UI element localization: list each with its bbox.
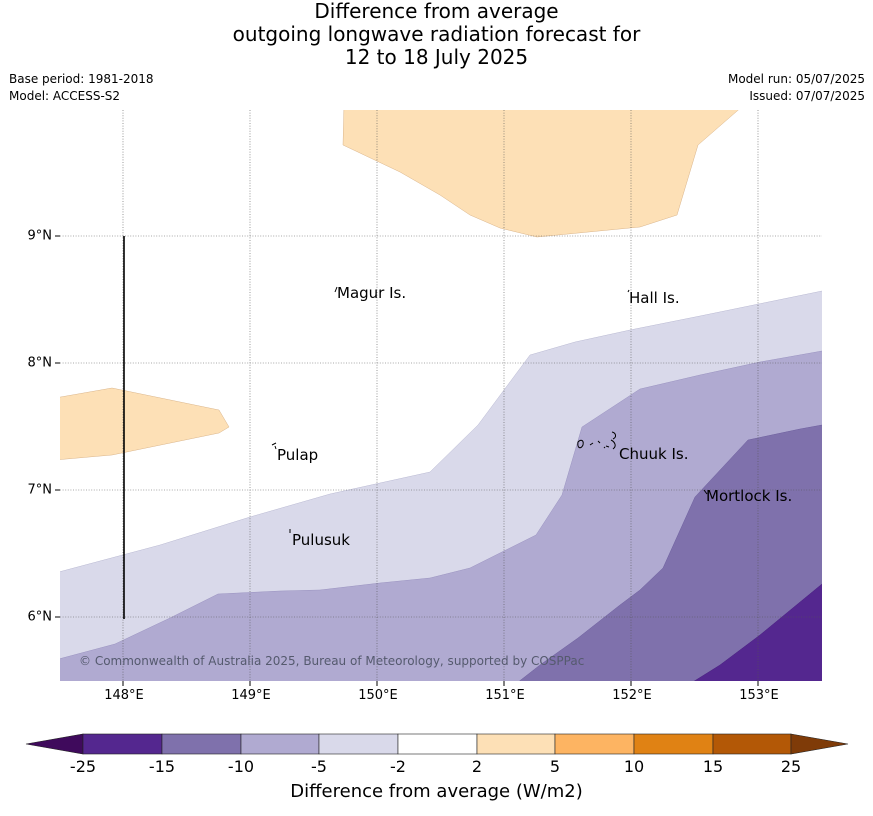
lon-tick-152: 152°E xyxy=(612,688,652,703)
colorbar-tick-10: 10 xyxy=(623,757,645,776)
place-label-pulusuk: Pulusuk xyxy=(292,531,350,549)
colorbar-label: Difference from average (W/m2) xyxy=(290,781,583,802)
tick-marks xyxy=(55,235,759,686)
mortlock-island-shape xyxy=(703,489,708,495)
colorbar-tick-minus25: -25 xyxy=(69,757,97,776)
anomaly-region-minus10-to-minus15 xyxy=(519,424,822,681)
magur-island-shape xyxy=(334,286,338,293)
place-label-chuuk: Chuuk Is. xyxy=(619,445,688,463)
colorbar-tick-15: 15 xyxy=(702,757,724,776)
anomaly-region-2-to-5-north xyxy=(342,110,739,238)
copyright-notice: © Commonwealth of Australia 2025, Bureau… xyxy=(79,654,584,668)
colorbar-segment-15-25 xyxy=(712,733,792,755)
colorbar-segment-5-10 xyxy=(554,733,635,755)
colorbar-segment-minus5-minus2 xyxy=(318,733,399,755)
colorbar-tick-minus5: -5 xyxy=(311,757,327,776)
base-period: Base period: 1981-2018 xyxy=(9,72,154,86)
colorbar-tick-minus2: -2 xyxy=(390,757,406,776)
gridlines xyxy=(60,110,822,681)
lat-tick-7: 7°N xyxy=(27,482,53,498)
colorbar xyxy=(25,733,849,755)
chuuk-island-shape xyxy=(577,431,616,450)
place-label-mortlock: Mortlock Is. xyxy=(706,487,792,505)
title-line-2: outgoing longwave radiation forecast for xyxy=(232,22,641,46)
hall-island-shape xyxy=(627,289,630,293)
place-label-hall: Hall Is. xyxy=(629,289,680,307)
map-area xyxy=(60,110,822,681)
place-label-pulap: Pulap xyxy=(277,446,318,464)
colorbar-segment-minus10-minus5 xyxy=(240,733,320,755)
colorbar-extend-high xyxy=(790,733,849,755)
title-line-3: 12 to 18 July 2025 xyxy=(344,45,529,69)
pulap-island-shape xyxy=(271,442,277,450)
lon-tick-149: 149°E xyxy=(231,688,271,703)
lat-tick-6: 6°N xyxy=(27,609,53,625)
lat-tick-8: 8°N xyxy=(27,355,53,371)
island-markers xyxy=(271,286,708,533)
lon-tick-151: 151°E xyxy=(485,688,525,703)
model-run: Model run: 05/07/2025 xyxy=(727,72,865,86)
model-name: Model: ACCESS-S2 xyxy=(9,89,121,103)
place-label-magur: Magur Is. xyxy=(337,284,406,302)
issued-date: Issued: 07/07/2025 xyxy=(749,89,865,103)
colorbar-segment-minus15-minus10 xyxy=(161,733,242,755)
chart-title: Difference from average outgoing longwav… xyxy=(0,0,873,69)
colorbar-tick-2: 2 xyxy=(471,757,483,776)
title-line-1: Difference from average xyxy=(314,0,559,23)
colorbar-segment-minus25-minus15 xyxy=(82,733,163,755)
colorbar-tick-minus10: -10 xyxy=(227,757,255,776)
lon-tick-148: 148°E xyxy=(104,688,144,703)
colorbar-tick-minus15: -15 xyxy=(148,757,176,776)
lon-tick-150: 150°E xyxy=(358,688,398,703)
colorbar-segment-10-15 xyxy=(633,733,714,755)
meta-right: Model run: 05/07/2025 Issued: 07/07/2025 xyxy=(728,71,865,105)
anomaly-region-2-to-5-west xyxy=(60,387,230,460)
colorbar-segment-2-5 xyxy=(476,733,556,755)
colorbar-segment-minus2-2 xyxy=(397,733,478,755)
lat-tick-9: 9°N xyxy=(27,228,53,244)
meta-left: Base period: 1981-2018 Model: ACCESS-S2 xyxy=(9,71,154,105)
anomaly-region-minus15-to-minus25 xyxy=(693,583,822,681)
colorbar-tick-25: 25 xyxy=(780,757,802,776)
colorbar-tick-5: 5 xyxy=(549,757,561,776)
colorbar-extend-low xyxy=(25,733,84,755)
lon-tick-153: 153°E xyxy=(739,688,779,703)
